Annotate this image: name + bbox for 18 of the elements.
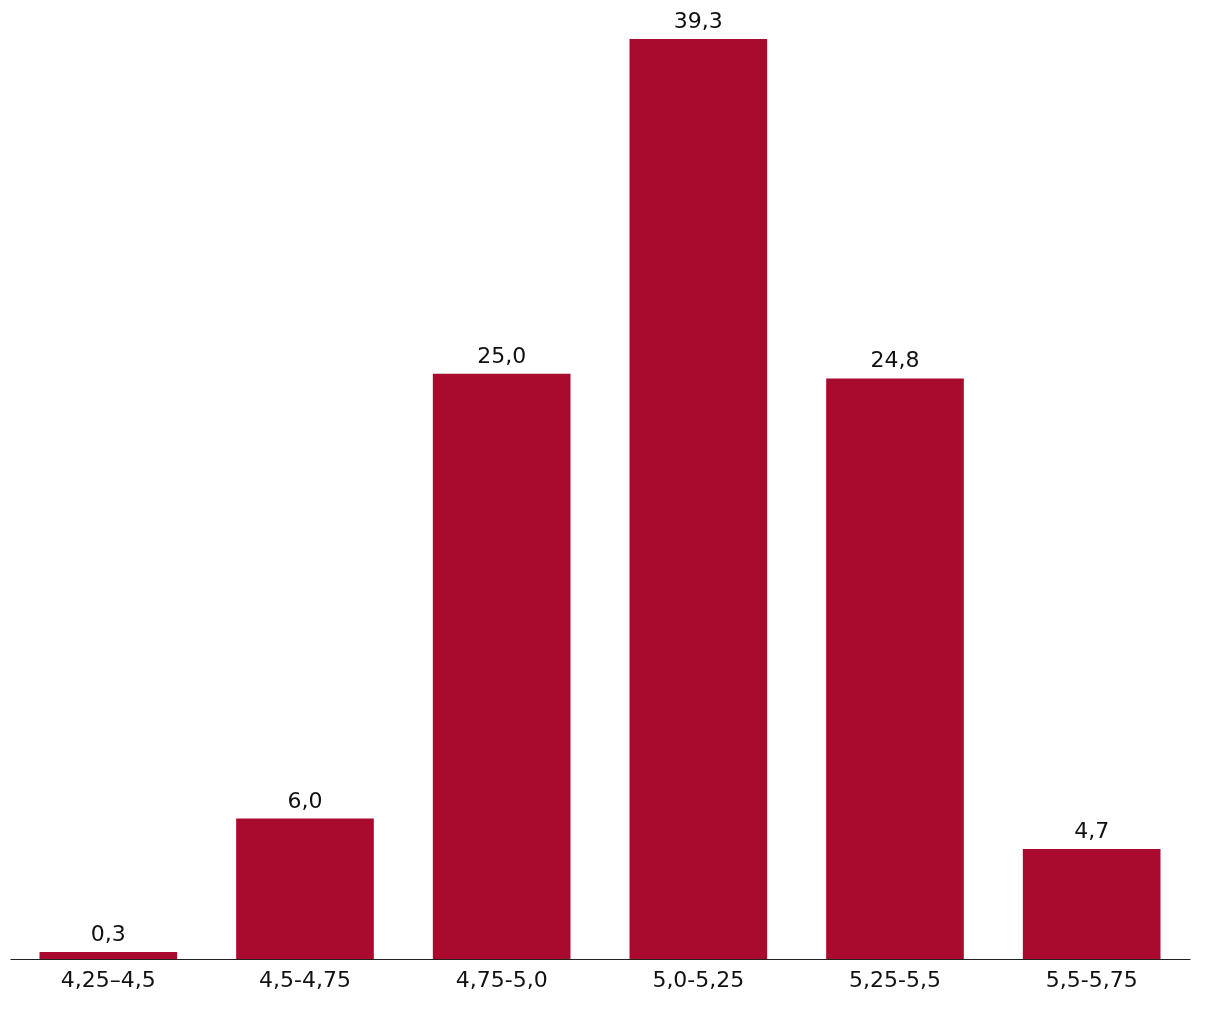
data-label: 25,0 <box>477 342 527 368</box>
x-tick-label: 5,25-5,5 <box>849 966 941 992</box>
bar <box>236 818 374 959</box>
data-label: 6,0 <box>287 787 323 813</box>
bar <box>826 378 964 959</box>
bar <box>39 951 178 959</box>
bar <box>432 373 571 959</box>
data-label: 4,7 <box>1074 817 1110 843</box>
bar <box>629 39 768 959</box>
x-tick-label: 5,5-5,75 <box>1045 966 1138 992</box>
x-tick-label: 4,75-5,0 <box>455 966 548 992</box>
data-label: 0,3 <box>90 920 126 946</box>
x-tick-label: 4,25–4,5 <box>60 966 156 992</box>
bar <box>1022 848 1161 959</box>
data-label: 24,8 <box>870 347 920 373</box>
data-label: 39,3 <box>673 8 723 33</box>
x-tick-label: 4,5-4,75 <box>259 966 351 992</box>
x-tick-label: 5,0-5,25 <box>652 966 745 992</box>
